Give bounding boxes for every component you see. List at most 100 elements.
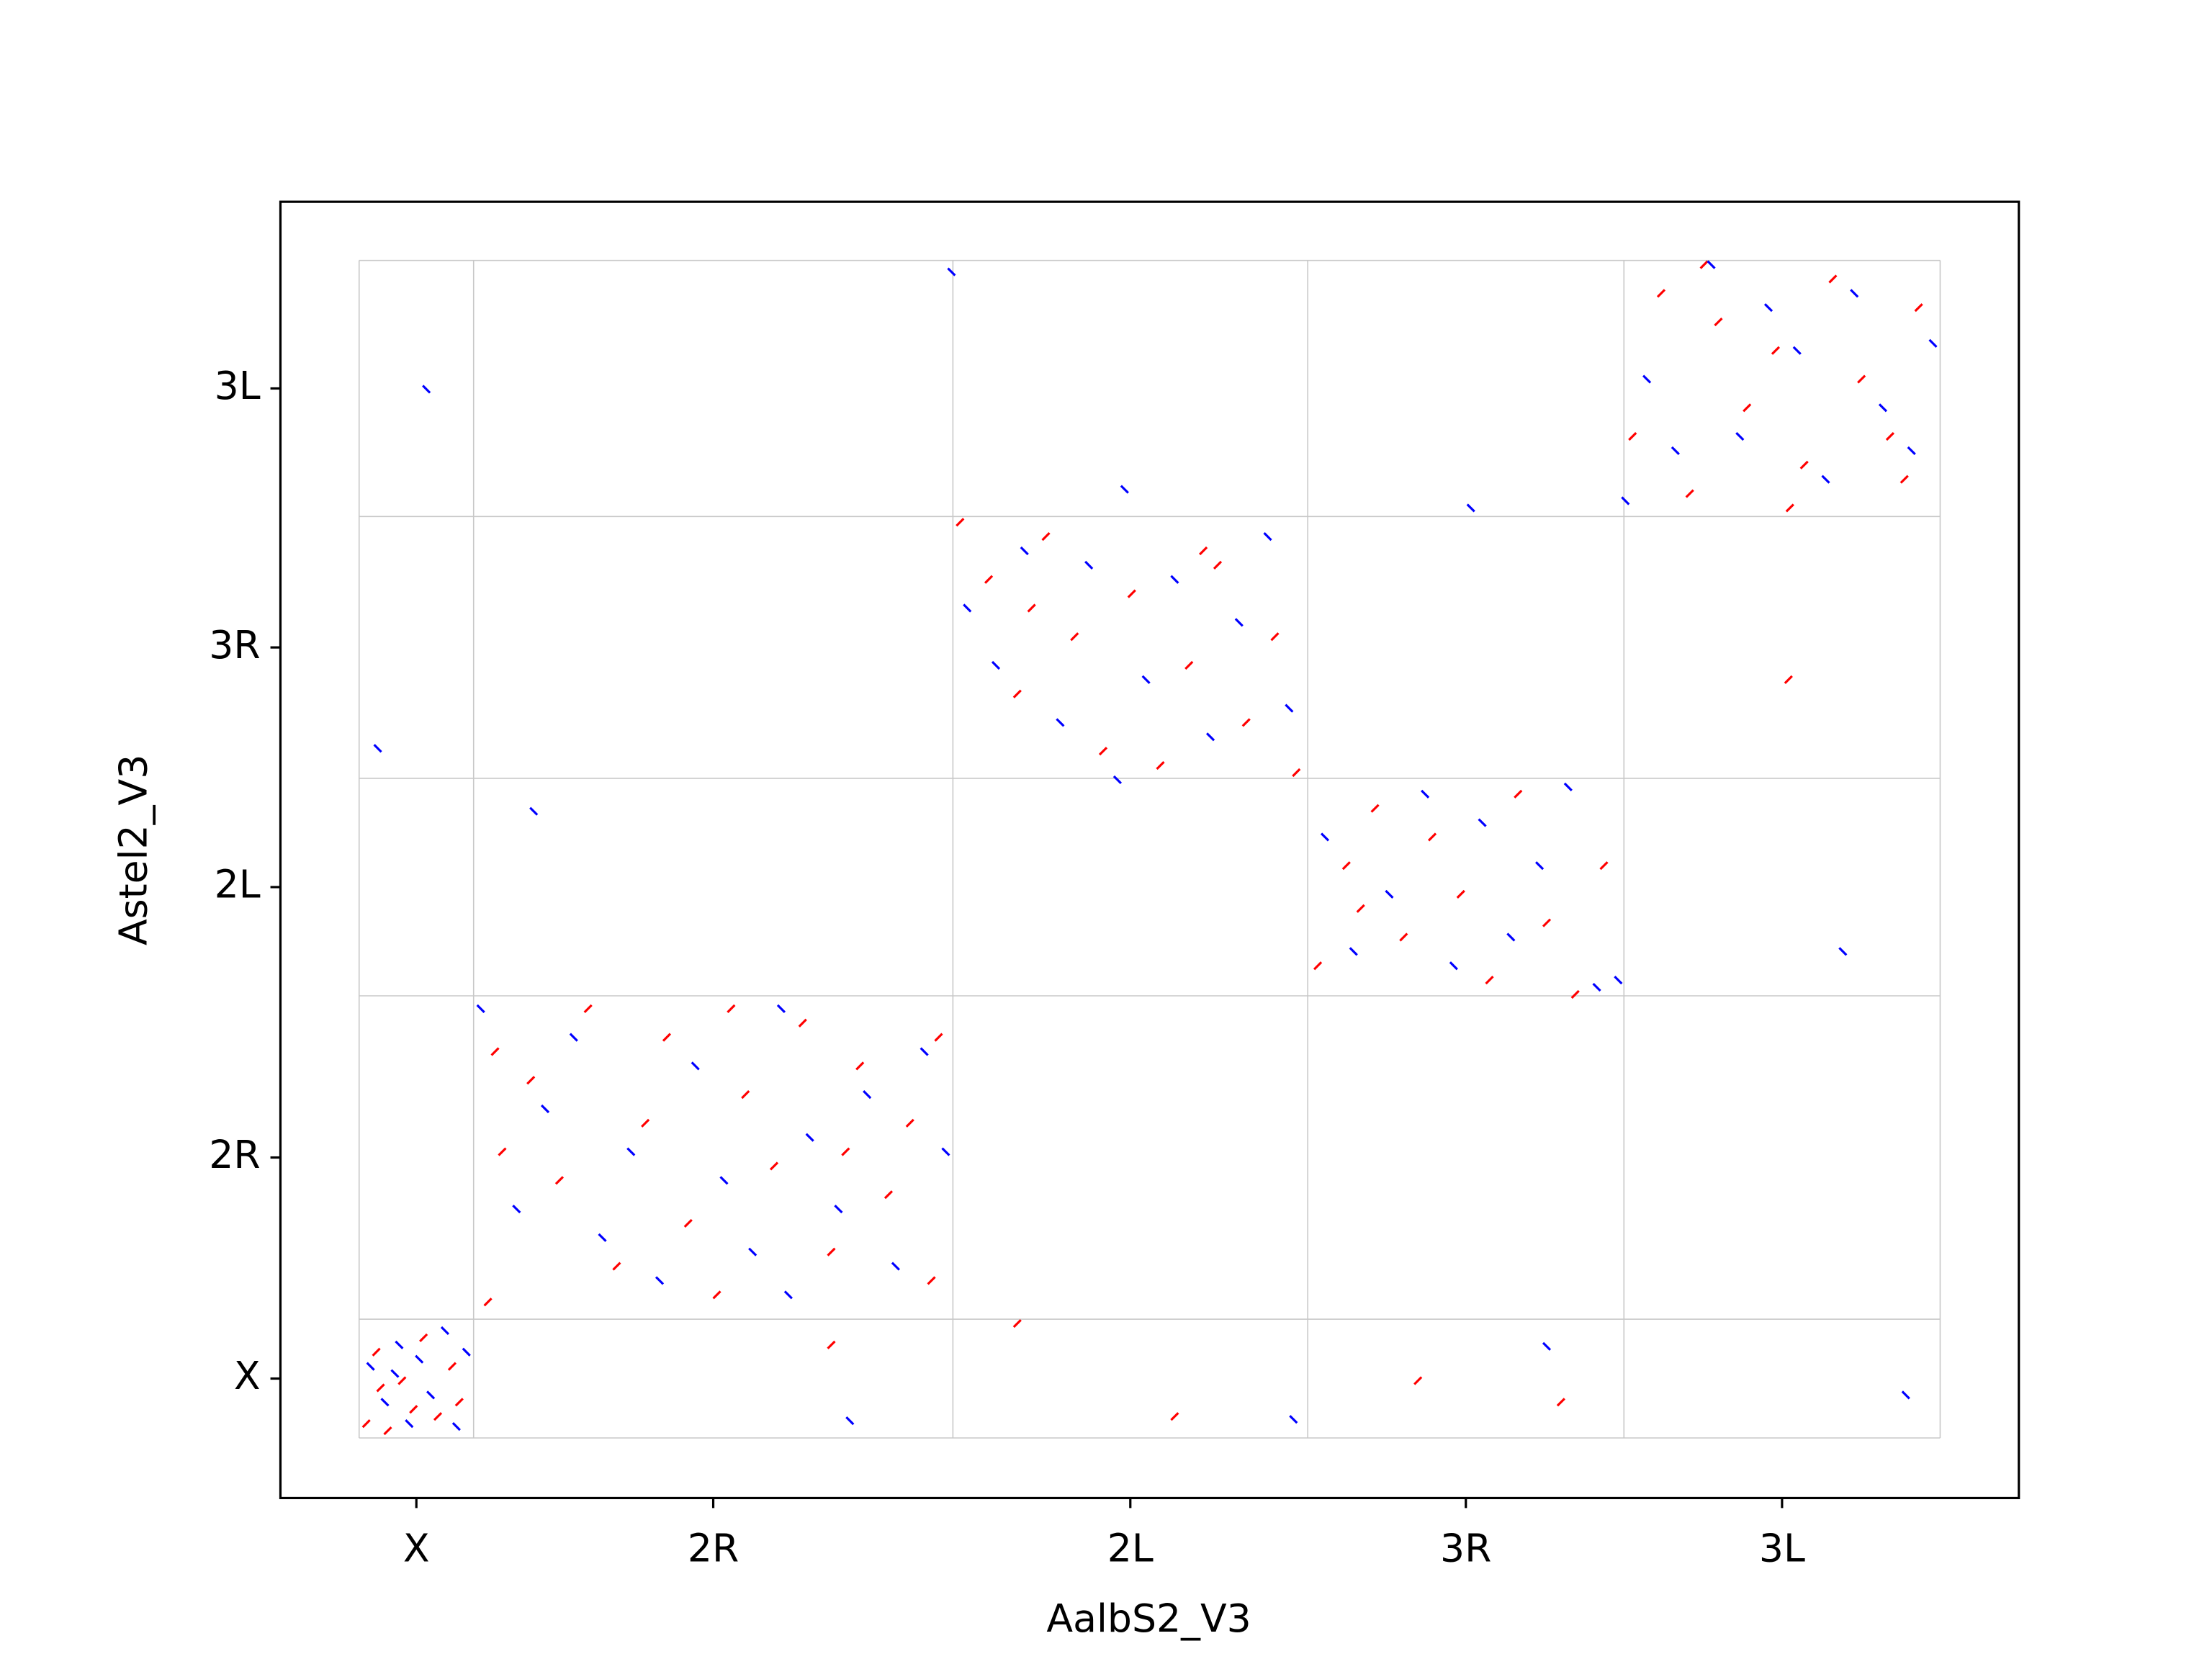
alignment-segment [1542, 1341, 1552, 1351]
alignment-segment [1234, 618, 1244, 627]
alignment-segment [1041, 532, 1051, 541]
x-tick-label: 3L [1759, 1526, 1805, 1571]
alignment-segment [583, 1004, 593, 1013]
alignment-segment [598, 1233, 607, 1242]
alignment-segment [409, 1405, 418, 1414]
alignment-segment [540, 1104, 550, 1114]
alignment-segment [1592, 982, 1601, 992]
alignment-segment [1821, 475, 1830, 484]
alignment-segment [1199, 546, 1208, 556]
alignment-segment [1449, 961, 1458, 971]
alignment-segment [1289, 1415, 1298, 1424]
alignment-segment [863, 1090, 872, 1100]
alignment-segment [834, 1204, 843, 1214]
alignment-segment [1349, 947, 1358, 956]
alignment-segment [769, 1161, 779, 1171]
alignment-segment [1313, 961, 1323, 971]
alignment-segment [748, 1247, 757, 1256]
alignment-segment [841, 1147, 850, 1156]
alignment-segment [512, 1204, 521, 1214]
alignment-segment [1478, 818, 1487, 827]
alignment-segment [1621, 496, 1630, 505]
alignment-segment [433, 1412, 443, 1421]
alignment-segment [1506, 932, 1516, 942]
alignment-segment [366, 1362, 375, 1371]
alignment-segment [1642, 374, 1652, 384]
x-tick-label: X [403, 1526, 430, 1571]
alignment-segment [783, 1290, 793, 1300]
alignment-segment [1012, 1318, 1022, 1328]
alignment-segment [741, 1090, 750, 1100]
alignment-segment [1792, 346, 1802, 355]
alignment-segment [405, 1419, 414, 1429]
alignment-segment [1556, 1398, 1565, 1407]
alignment-segment [1899, 475, 1909, 484]
alignment-segment [845, 1416, 855, 1426]
alignment-segment [963, 603, 972, 613]
alignment-segment [529, 806, 539, 816]
alignment-segment [1771, 346, 1781, 355]
alignment-segment [554, 1176, 565, 1185]
alignment-segment [1292, 768, 1301, 778]
alignment-segment [719, 1176, 729, 1185]
alignment-segment [415, 1354, 424, 1364]
alignment-segment [1928, 338, 1938, 348]
alignment-segment [1850, 289, 1859, 298]
alignment-segment [1828, 274, 1838, 284]
alignment-segment [1570, 989, 1580, 999]
alignment-segment [440, 1326, 450, 1336]
alignment-segment [380, 1398, 390, 1407]
alignment-segment [376, 1383, 385, 1393]
alignment-segment [451, 1422, 461, 1431]
alignment-segment [397, 1376, 407, 1385]
alignment-segment [1699, 260, 1709, 269]
alignment-segment [390, 1369, 400, 1378]
alignment-segment [920, 1047, 929, 1056]
alignment-segment [1241, 718, 1251, 727]
alignment-segment [712, 1290, 721, 1300]
alignment-segment [1542, 918, 1552, 927]
alignment-segment [927, 1276, 936, 1285]
alignment-segment [612, 1262, 621, 1271]
alignment-segment [1785, 503, 1794, 513]
alignment-segment [1127, 589, 1136, 598]
alignment-segment [419, 1333, 428, 1342]
alignment-segment [1885, 431, 1895, 441]
alignment-segment [1012, 689, 1022, 698]
alignment-segment [1901, 1390, 1910, 1400]
alignment-segment [1112, 775, 1122, 785]
alignment-segment [1120, 485, 1129, 494]
alignment-segment [1763, 303, 1773, 313]
plot-frame [279, 200, 2020, 1500]
alignment-segment [1656, 289, 1666, 298]
alignment-segment [476, 1004, 485, 1013]
alignment-segment [683, 1218, 693, 1228]
alignment-segment [1707, 260, 1716, 269]
alignment-segment [641, 1118, 650, 1128]
alignment-segment [798, 1018, 807, 1028]
alignment-segment [1784, 675, 1793, 684]
alignment-segment [1356, 904, 1365, 913]
alignment-segment [1070, 632, 1079, 642]
alignment-segment [1320, 832, 1330, 842]
alignment-segment [1743, 403, 1752, 413]
alignment-segment [1907, 446, 1916, 456]
alignment-segment [984, 575, 994, 584]
x-tick-label: 2R [688, 1526, 739, 1571]
alignment-segment [373, 744, 382, 753]
y-tick-label: 2L [215, 862, 261, 907]
alignment-segment [462, 1347, 471, 1357]
x-tick-label: 2L [1107, 1526, 1154, 1571]
alignment-segment [1421, 789, 1430, 799]
y-tick-label: 2R [209, 1132, 260, 1177]
alignment-segment [905, 1118, 914, 1128]
y-tick-label: 3R [209, 622, 260, 667]
alignment-segment [1914, 303, 1923, 313]
alignment-segment [422, 385, 431, 394]
alignment-segment [1714, 317, 1723, 327]
alignment-segment [1170, 575, 1179, 584]
alignment-segment [1427, 832, 1437, 842]
alignment-segment [1205, 732, 1215, 742]
alignment-segment [1534, 861, 1545, 871]
